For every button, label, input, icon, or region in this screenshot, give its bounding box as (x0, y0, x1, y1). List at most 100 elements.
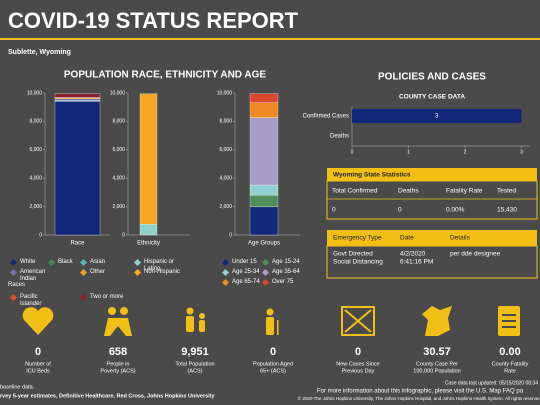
legend-item: Age 25-34 (221, 268, 260, 277)
y-tick-label: 6,000 (219, 147, 232, 153)
legend-item: Asian (79, 258, 106, 267)
people-icon (108, 307, 116, 315)
y-tick-label: 0 (122, 232, 125, 238)
y-tick-label: 10,000 (27, 90, 43, 96)
x-tick-label: Age Groups (248, 241, 280, 247)
table-header: Details (450, 235, 471, 242)
x-tick-label: 3 (520, 149, 523, 155)
y-tick-label: 4,000 (219, 176, 232, 182)
bar-segment (249, 102, 279, 118)
elder-icon (266, 308, 274, 316)
legend-item: Over 75 (261, 278, 293, 287)
y-tick-label: 8,000 (219, 119, 232, 125)
legend-label: Asian (90, 259, 106, 265)
y-tick-label: 4,000 (112, 176, 125, 182)
kpi-value: 0 (355, 346, 361, 358)
clipboard-line (502, 314, 516, 316)
chart-icon (341, 306, 375, 336)
x-tick-label: 2 (464, 149, 467, 155)
chart-icon (344, 309, 372, 333)
person-icon (186, 307, 194, 315)
legend-item: White (9, 258, 36, 267)
table-box (326, 180, 538, 220)
y-tick-label: Confirmed Cases (303, 114, 349, 120)
legend-label: Non-Hispanic (144, 269, 181, 275)
kpi-label: New Cases Since (336, 361, 379, 367)
legend-title: Races (8, 282, 25, 289)
bar-segment (249, 184, 279, 196)
bar-segment (54, 97, 101, 99)
legend-item: Two or more (79, 293, 123, 302)
kpi-label: Previous Day (342, 368, 375, 374)
y-tick-label: 2,000 (112, 204, 125, 210)
bar-segment (249, 206, 279, 236)
table-cell: per dde designee (450, 251, 501, 258)
kpi-value: 658 (109, 346, 127, 358)
kpi-icons (22, 306, 520, 336)
table-cell: 15,430 (497, 207, 517, 214)
footer-source: baseline data. (0, 384, 35, 390)
table-header-bar (327, 230, 537, 246)
legend-swatch (9, 258, 18, 267)
legend-swatch (9, 268, 18, 277)
bar-segment (249, 93, 279, 103)
bar-segment (54, 101, 101, 236)
kpi-value: 0.00 (499, 346, 520, 358)
people-icon (120, 307, 128, 315)
kpi-label: County Case Per (416, 361, 458, 367)
kpi-label: People in (107, 361, 130, 367)
legend-item: Other (79, 268, 105, 277)
legend-swatch (79, 258, 88, 267)
legend-swatch (79, 293, 88, 302)
legend-swatch (261, 258, 270, 267)
footer-source: rvey 5-year estimates, Definitive Health… (0, 393, 216, 399)
table-header: Total Confirmed (332, 188, 378, 195)
x-tick-label: 1 (407, 149, 410, 155)
cane-icon (277, 320, 279, 335)
kpi-label: ICU Beds (26, 368, 50, 374)
legend-label: Hispanic or Latino (144, 259, 175, 272)
y-tick-label: 0 (39, 232, 42, 238)
legend-label: Under 15 (232, 259, 257, 265)
table-header: Deaths (398, 188, 419, 195)
table-header: Tested (497, 188, 517, 195)
y-tick-label: 0 (229, 232, 232, 238)
legend-item: Age 65-74 (221, 278, 260, 287)
y-tick-label: 6,000 (29, 147, 42, 153)
footer-copyright: © 2020 The Johns Hopkins University, The… (298, 395, 540, 401)
title: COVID-19 STATUS REPORT (8, 8, 299, 33)
legend-swatch (47, 258, 56, 267)
kpi-label: Poverty (ACS) (100, 368, 135, 374)
legend-label: Age 35-64 (272, 269, 300, 275)
legend-label: Age 15-24 (272, 259, 300, 265)
y-tick-label: 10,000 (217, 90, 233, 96)
x-tick-label: Ethnicity (137, 241, 160, 247)
table-header: Fatality Rate (446, 188, 483, 195)
legend-label: White (20, 259, 36, 265)
y-tick-label: Deaths (330, 134, 349, 140)
y-tick-label: 8,000 (29, 119, 42, 125)
bar-segment (139, 224, 158, 236)
bar-segment (54, 93, 101, 98)
person-icon (199, 320, 205, 332)
bar-segment (249, 117, 279, 186)
person-icon (186, 316, 194, 332)
legend-label: Pacific Islander (20, 294, 42, 307)
legend-swatch (221, 268, 230, 277)
heart-icon (22, 307, 54, 335)
kpi-value: 30.57 (423, 346, 451, 358)
y-tick-label: 10,000 (110, 90, 126, 96)
legend-label: Age 65-74 (232, 279, 260, 285)
clipboard-line (502, 320, 516, 322)
table-cell: 0 (332, 207, 336, 214)
person-icon (199, 313, 205, 319)
kpi-value: 0 (35, 346, 41, 358)
kpi-label: 100,000 Population (413, 368, 460, 374)
clipboard-line (502, 326, 516, 328)
y-tick-label: 2,000 (29, 204, 42, 210)
legend-swatch (9, 293, 18, 302)
legend-item: Age 15-24 (261, 258, 300, 267)
legend-item: Under 15 (221, 258, 257, 267)
